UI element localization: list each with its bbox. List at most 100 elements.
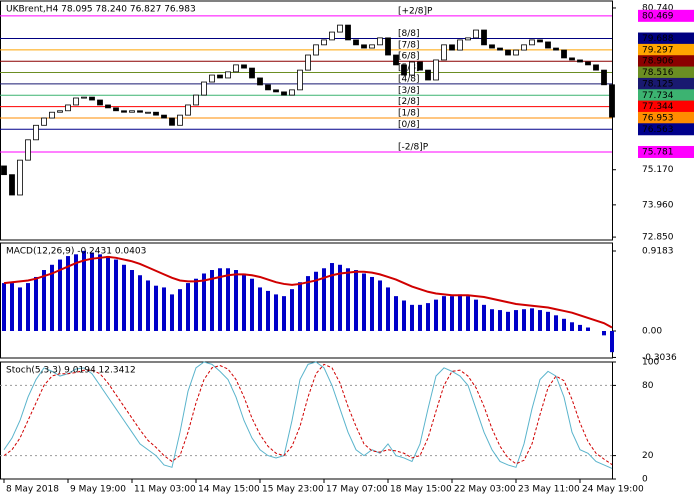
- candle: [57, 110, 63, 113]
- y-tick-label: 72.850: [642, 233, 674, 243]
- macd-bar: [530, 308, 534, 331]
- macd-bar: [42, 270, 46, 331]
- candle: [225, 71, 231, 79]
- candle: [337, 24, 343, 33]
- macd-bar: [2, 283, 6, 331]
- y-tick-label: 80.740: [642, 3, 674, 13]
- candle: [281, 91, 287, 96]
- candle: [441, 44, 447, 61]
- candle: [377, 37, 383, 46]
- macd-bar: [82, 250, 86, 331]
- candle: [145, 111, 151, 114]
- candle: [241, 64, 247, 69]
- level-tag: [1/8]: [398, 108, 420, 118]
- macd-bar: [610, 330, 614, 353]
- candle: [105, 104, 111, 109]
- candle: [97, 99, 103, 106]
- macd-bar: [298, 282, 302, 331]
- candle: [465, 37, 471, 41]
- macd-bar: [538, 310, 542, 331]
- macd-bar: [146, 280, 150, 331]
- macd-bar: [570, 322, 574, 331]
- macd-bar: [154, 285, 158, 331]
- macd-bar: [354, 270, 358, 331]
- macd-bar: [194, 278, 198, 331]
- macd-bar: [202, 273, 206, 331]
- candle: [577, 59, 583, 63]
- macd-bar: [474, 299, 478, 331]
- level-tag: [2/8]: [398, 97, 420, 107]
- y-tick-label: 0.00: [642, 326, 662, 336]
- macd-bar: [602, 330, 606, 336]
- macd-bar: [266, 290, 270, 331]
- panel-title: MACD(12,26,9) -0.2431 0.0403: [6, 247, 146, 257]
- macd-bar: [434, 299, 438, 331]
- candle: [497, 47, 503, 51]
- macd-bar: [450, 296, 454, 331]
- macd-bar: [498, 310, 502, 331]
- candle: [169, 117, 175, 126]
- candle: [545, 41, 551, 49]
- macd-bar: [130, 270, 134, 331]
- macd-bar: [234, 270, 238, 331]
- y-tick-label: 100: [642, 358, 659, 368]
- panel-frame: [0, 242, 613, 359]
- candle: [457, 39, 463, 51]
- macd-bar: [490, 309, 494, 331]
- candle: [265, 84, 271, 91]
- macd-bar: [322, 268, 326, 331]
- candle: [185, 104, 191, 116]
- candle: [433, 59, 439, 81]
- macd-bar: [18, 287, 22, 331]
- macd-bar: [522, 309, 526, 331]
- x-tick-label: 17 May 07:00: [326, 485, 388, 495]
- candle: [473, 29, 479, 39]
- level-label-bg: [638, 111, 694, 124]
- candle: [9, 174, 15, 196]
- level-tag: [+2/8]P: [398, 6, 433, 16]
- macd-bar: [386, 287, 390, 331]
- level-label-bg: [638, 66, 694, 79]
- candle: [353, 39, 359, 46]
- candle: [33, 124, 39, 141]
- macd-bar: [90, 252, 94, 331]
- level-tag: [7/8]: [398, 40, 420, 50]
- candle: [489, 44, 495, 49]
- candle: [161, 114, 167, 119]
- stoch-signal-line: [3, 363, 613, 465]
- level-tag: [3/8]: [398, 86, 420, 96]
- candle: [361, 44, 367, 49]
- candle: [513, 49, 519, 56]
- macd-bar: [10, 283, 14, 331]
- macd-bar: [426, 303, 430, 331]
- x-tick-label: 23 May 11:00: [518, 485, 580, 495]
- macd-bar: [306, 276, 310, 331]
- candle: [49, 111, 55, 119]
- level-label-bg: [638, 43, 694, 56]
- macd-bar: [210, 270, 214, 331]
- macd-bar: [242, 273, 246, 331]
- candle: [401, 64, 407, 76]
- candle: [345, 24, 351, 41]
- level-tag: [4/8]: [398, 74, 420, 84]
- macd-bar: [362, 273, 366, 331]
- macd-bar: [586, 327, 590, 331]
- stoch-main-line: [3, 361, 613, 469]
- candle: [65, 104, 71, 112]
- level-label-bg: [638, 123, 694, 136]
- level-label: 78.125: [642, 79, 674, 89]
- macd-bar: [114, 259, 118, 331]
- level-label: 78.516: [642, 68, 674, 78]
- macd-bar: [314, 271, 318, 331]
- macd-bar: [282, 296, 286, 331]
- level-tag: [0/8]: [398, 120, 420, 130]
- macd-bar: [458, 294, 462, 331]
- candle: [233, 64, 239, 73]
- macd-bar: [218, 268, 222, 331]
- x-tick-label: 8 May 2018: [6, 485, 59, 495]
- macd-bar: [250, 278, 254, 331]
- level-label: 80.469: [642, 11, 674, 21]
- candle: [137, 110, 143, 113]
- macd-bar: [138, 275, 142, 331]
